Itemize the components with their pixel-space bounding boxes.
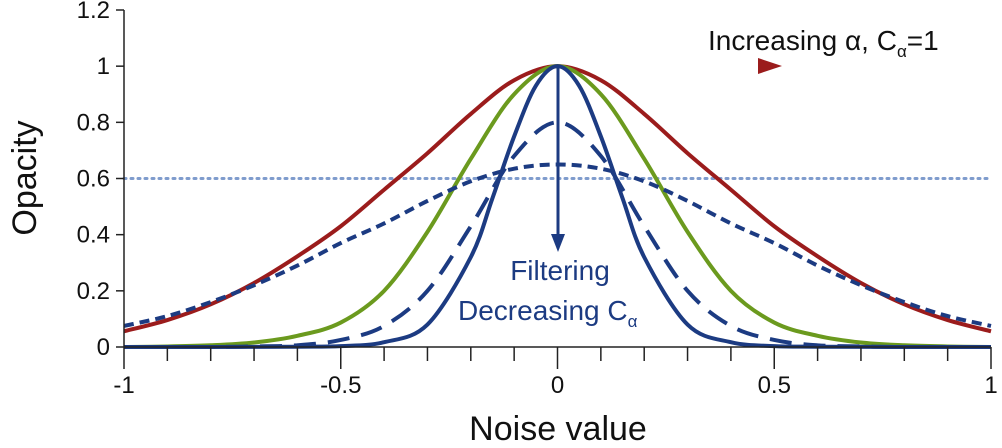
x-tick-label: 0: [551, 372, 564, 399]
x-tick-label: -1: [113, 372, 134, 399]
y-tick-label: 0: [97, 334, 110, 361]
increasing-alpha-subscript: α: [897, 42, 907, 61]
decreasing-c-alpha-label: Decreasing Cα: [458, 295, 638, 331]
x-tick-label: -0.5: [320, 372, 361, 399]
y-tick-label: 1.2: [77, 0, 110, 24]
decreasing-c-alpha-subscript: α: [628, 312, 638, 331]
x-tick-label: 0.5: [758, 372, 791, 399]
y-tick-label: 0.4: [77, 222, 110, 249]
ticks-layer: 0 0.2 0.4 0.6 0.8 1 1.2 -1 -0.5 0 0.5 1: [77, 0, 998, 399]
increasing-alpha-suffix: =1: [907, 25, 939, 56]
x-tick-label: 1: [984, 372, 997, 399]
increasing-alpha-arrow-head: [758, 58, 782, 74]
y-axis-title: Opacity: [6, 120, 44, 235]
filtering-label: Filtering: [510, 255, 610, 286]
series-line-4: [123, 120, 992, 350]
increasing-alpha-label: Increasing α, Cα=1: [708, 25, 939, 61]
annotation-layer: Increasing α, Cα=1 Filtering Decreasing …: [458, 25, 939, 331]
increasing-alpha-text: Increasing α, C: [708, 25, 897, 56]
y-tick-label: 0.6: [77, 166, 110, 193]
filtering-arrow-head: [551, 234, 565, 252]
y-tick-label: 0.2: [77, 278, 110, 305]
y-tick-label: 1: [97, 53, 110, 80]
y-tick-label: 0.8: [77, 109, 110, 136]
decreasing-c-alpha-text: Decreasing C: [458, 295, 628, 326]
x-axis-title: Noise value: [469, 410, 647, 448]
